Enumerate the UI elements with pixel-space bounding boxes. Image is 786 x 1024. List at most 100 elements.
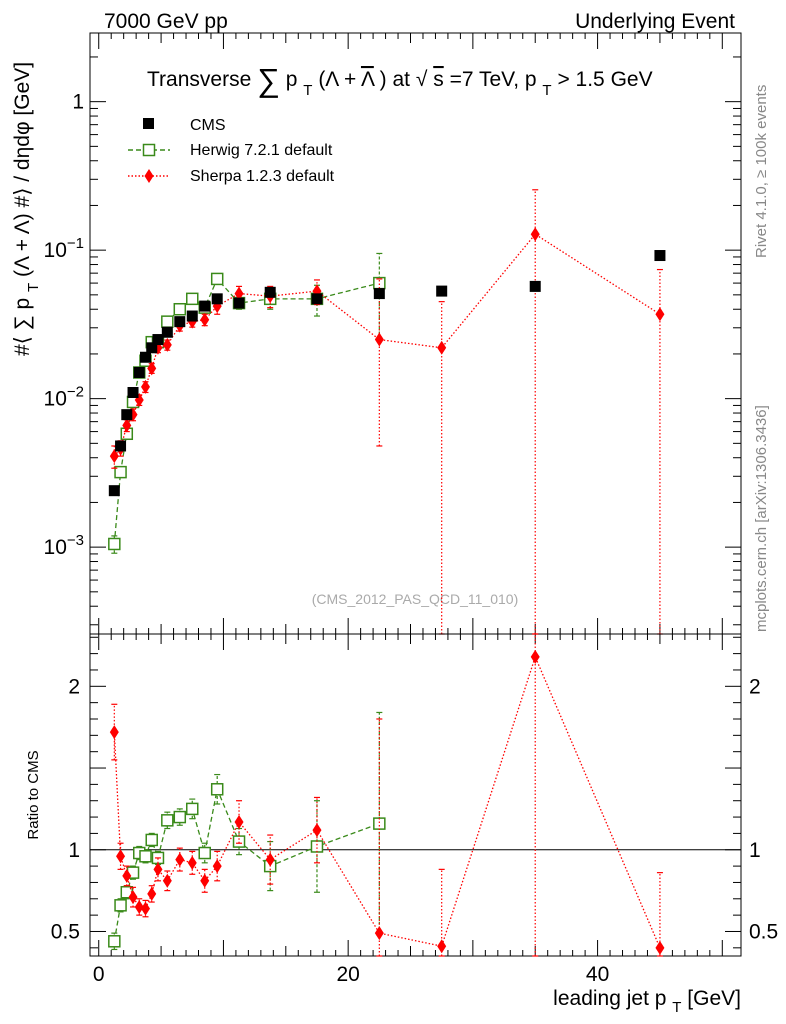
herwig-ratio-line xyxy=(113,787,380,942)
y-tick-base: 10 xyxy=(44,388,67,411)
herwig-ratio-point xyxy=(139,850,152,863)
sherpa-series xyxy=(109,189,665,635)
herwig-ratio-point xyxy=(108,935,121,948)
mcplots-reference-text: mcplots.cern.ch [arXiv:1306.3436] xyxy=(753,405,770,632)
sherpa-ratio-point xyxy=(187,855,197,870)
ratio-plot-frame xyxy=(89,633,742,957)
y-tick-exponent: −3 xyxy=(67,532,84,549)
sherpa-ratio-point xyxy=(162,873,172,888)
legend-cms-label: CMS xyxy=(190,117,226,134)
cms-point xyxy=(311,293,323,305)
herwig-ratio-point xyxy=(173,810,187,824)
ratio-y-tick-label: 1 xyxy=(68,839,80,862)
cms-point xyxy=(108,485,120,497)
herwig-point xyxy=(210,272,224,286)
svg-text:Transverse ∑ p: Transverse ∑ p T (Λ + Λ ) at √ s =7 TeV,… xyxy=(147,62,653,100)
cms-point xyxy=(146,342,158,354)
herwig-ratio-point xyxy=(210,783,224,796)
ratio-axis-ticks xyxy=(90,634,741,956)
ratio-y-tick-label: 2 xyxy=(68,675,80,698)
main-y-tick-labels: 10−310−210−11 xyxy=(44,91,84,559)
cms-point xyxy=(161,326,173,338)
cms-point xyxy=(186,310,198,322)
sherpa-point xyxy=(162,337,172,352)
sherpa-ratio-series xyxy=(109,633,665,957)
herwig-point xyxy=(108,537,121,551)
herwig-line xyxy=(113,277,380,545)
sherpa-point xyxy=(374,332,384,347)
herwig-ratio-series xyxy=(108,711,386,951)
x-axis-label: leading jet p T [GeV] xyxy=(553,987,741,1017)
title-at-sqrt: ) at √ xyxy=(380,68,428,91)
legend: CMS Herwig 7.2.1 default Sherpa 1.2.3 de… xyxy=(128,117,335,185)
cms-point xyxy=(121,409,133,421)
ratio-y-tick-label-right: 1 xyxy=(749,839,761,862)
sherpa-ratio-point xyxy=(265,852,275,867)
sherpa-ratio-line xyxy=(113,655,661,949)
sherpa-point xyxy=(200,312,210,327)
sherpa-ratio-point xyxy=(212,859,222,874)
ylabel-main-part: #⟨ ∑ p xyxy=(11,298,34,356)
analysis-watermark: (CMS_2012_PAS_QCD_11_010) xyxy=(312,591,519,607)
herwig-series xyxy=(108,252,386,554)
cms-point xyxy=(139,351,151,363)
title-p-subscript: T xyxy=(303,82,312,99)
legend-herwig-label: Herwig 7.2.1 default xyxy=(190,142,333,159)
title-p: p xyxy=(286,68,298,91)
ratio-y-tick-labels: 0.5 0.5 1 1 2 2 xyxy=(51,675,778,943)
xlabel-unit: [GeV] xyxy=(687,987,741,1010)
sherpa-point xyxy=(122,418,132,433)
y-tick-base: 10 xyxy=(44,239,67,262)
ratio-y-tick-label-right: 0.5 xyxy=(749,920,778,943)
main-plot-frame xyxy=(89,32,742,635)
cms-point xyxy=(529,280,541,292)
main-panel: 10−310−210−11 Transverse ∑ p T (Λ + Λ ) … xyxy=(11,32,742,635)
herwig-ratio-point xyxy=(145,833,158,847)
x-tick-labels: 0 20 40 xyxy=(93,963,609,986)
sherpa-ratio-point xyxy=(437,939,447,954)
sherpa-ratio-point xyxy=(147,886,157,901)
y-tick-exponent: −1 xyxy=(67,235,84,252)
herwig-ratio-point xyxy=(161,814,174,827)
cms-point xyxy=(115,440,127,452)
cms-point xyxy=(233,297,245,309)
y-tick-base: 10 xyxy=(44,536,67,559)
sherpa-ratio-point xyxy=(655,940,665,955)
sherpa-ratio-point xyxy=(200,873,210,888)
main-y-tick-label: 10−2 xyxy=(44,384,84,411)
cms-point xyxy=(174,316,186,328)
ratio-y-tick-label-right: 2 xyxy=(749,675,761,698)
herwig-point xyxy=(186,292,199,306)
x-tick-label: 20 xyxy=(336,963,359,986)
legend-cms-marker xyxy=(143,118,154,129)
sherpa-ratio-point xyxy=(140,901,150,916)
header-left: 7000 GeV pp xyxy=(104,10,228,33)
cms-point xyxy=(133,366,145,378)
sherpa-point xyxy=(530,227,540,242)
sherpa-point xyxy=(140,379,150,394)
main-axis-ticks xyxy=(90,33,741,634)
sherpa-point xyxy=(655,307,665,322)
sherpa-ratio-point xyxy=(122,868,132,883)
sherpa-ratio-point xyxy=(234,814,244,829)
sherpa-point xyxy=(109,449,119,464)
ratio-panel: 0.5 0.5 1 1 2 2 0 20 40 Ratio to CMS xyxy=(25,633,778,986)
ratio-series xyxy=(108,633,665,957)
herwig-ratio-point xyxy=(198,846,211,860)
sherpa-point xyxy=(147,361,157,376)
legend-sherpa-label: Sherpa 1.2.3 default xyxy=(190,168,335,185)
cms-point xyxy=(152,334,164,346)
sherpa-ratio-point xyxy=(312,823,322,838)
main-y-axis-label: #⟨ ∑ p T (Λ + Λ) #⟩ / dηdφ [GeV] xyxy=(11,62,43,356)
title-pt-subscript: T xyxy=(542,82,551,99)
header-right: Underlying Event xyxy=(575,10,735,33)
cms-point xyxy=(127,386,139,398)
legend-sherpa-marker xyxy=(144,169,154,183)
main-series xyxy=(108,189,666,635)
cms-point xyxy=(373,288,385,300)
sherpa-ratio-point xyxy=(530,649,540,664)
sherpa-point xyxy=(234,286,244,301)
cms-point xyxy=(264,286,276,298)
sherpa-ratio-point xyxy=(134,899,144,914)
